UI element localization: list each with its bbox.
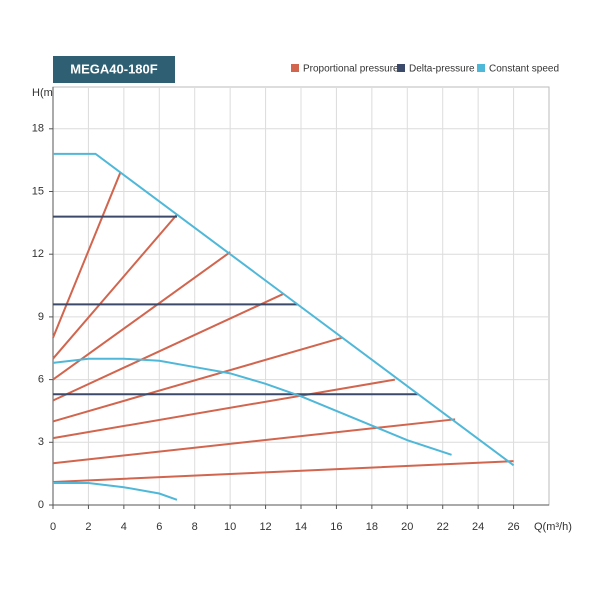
y-tick-label: 15 (32, 185, 44, 197)
series-line (53, 215, 418, 396)
x-tick-label: 24 (472, 521, 484, 533)
x-tick-label: 26 (507, 521, 519, 533)
x-tick-label: 18 (366, 521, 378, 533)
legend-label: Proportional pressure (303, 64, 399, 75)
x-tick-label: 16 (330, 521, 342, 533)
y-axis-label: H(m) (32, 87, 56, 99)
x-tick-label: 20 (401, 521, 413, 533)
x-tick-label: 6 (156, 521, 162, 533)
y-tick-label: 0 (38, 499, 44, 511)
x-tick-label: 12 (259, 521, 271, 533)
y-tick-label: 18 (32, 123, 44, 135)
title-box (53, 56, 175, 83)
series-line (52, 172, 514, 484)
legend-label: Constant speed (489, 64, 559, 75)
y-tick-label: 6 (38, 374, 44, 386)
x-tick-label: 10 (224, 521, 236, 533)
x-tick-label: 0 (50, 521, 56, 533)
x-tick-label: 8 (192, 521, 198, 533)
y-tick-label: 12 (32, 248, 44, 260)
legend-swatch (477, 64, 485, 72)
x-tick-label: 2 (85, 521, 91, 533)
legend-swatch (291, 64, 299, 72)
x-tick-label: 14 (295, 521, 307, 533)
y-tick-label: 3 (38, 436, 44, 448)
x-axis-label: Q(m³/h) (534, 521, 572, 533)
series-line (52, 152, 515, 501)
x-tick-label: 22 (437, 521, 449, 533)
chart-title: MEGA40-180F (70, 61, 157, 76)
x-tick-label: 4 (121, 521, 127, 533)
legend-swatch (397, 64, 405, 72)
legend-label: Delta-pressure (409, 64, 475, 75)
y-tick-label: 9 (38, 311, 44, 323)
